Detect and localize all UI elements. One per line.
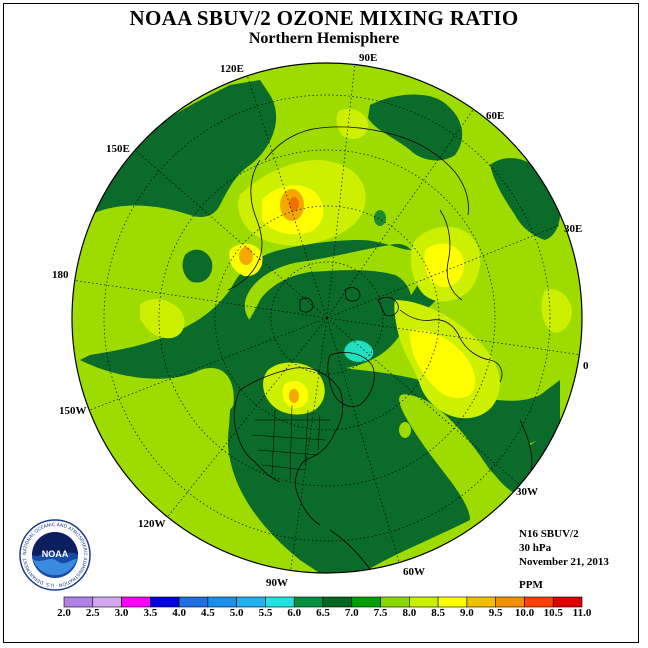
colorbar-tick-label: 9.0 <box>460 607 474 619</box>
colorbar-swatch <box>351 596 381 608</box>
colorbar-swatch <box>524 596 554 608</box>
colorbar-swatch <box>552 596 583 608</box>
lon-label-30e: 30E <box>564 223 583 235</box>
colorbar-tick-label: 4.0 <box>172 607 186 619</box>
noaa-logo: NATIONAL OCEANIC AND ATMOSPHERIC ADMINIS… <box>19 519 91 591</box>
lon-label-90w: 90W <box>266 577 288 589</box>
colorbar-tick-label: 10.5 <box>543 607 563 619</box>
colorbar-swatch <box>121 596 151 608</box>
colorbar-tick-label: 3.0 <box>114 607 129 619</box>
colorbar-tick-label: 8.0 <box>402 607 417 619</box>
colorbar-tick-label: 7.0 <box>344 607 359 619</box>
map-subtitle: Northern Hemisphere <box>248 30 400 47</box>
colorbar-swatch <box>63 596 94 608</box>
ozone-min-region <box>344 340 374 362</box>
map-title: NOAA SBUV/2 OZONE MIXING RATIO <box>129 6 519 30</box>
colorbar-tick-label: 3.5 <box>143 607 158 619</box>
ozone-peak-region <box>289 197 299 211</box>
colorbar-tick-label: 5.0 <box>229 607 244 619</box>
units-label: PPM <box>519 579 543 591</box>
colorbar-swatch <box>495 596 525 608</box>
colorbar-swatch <box>293 596 324 608</box>
colorbar-swatch <box>380 596 410 608</box>
figure-frame <box>3 3 639 643</box>
ozone-low-patch <box>374 210 386 226</box>
lon-label-0: 0 <box>583 360 589 372</box>
colorbar-tick-label: 9.5 <box>488 607 503 619</box>
graticule-parallels <box>103 94 551 542</box>
colorbar-swatch <box>92 596 122 608</box>
logo-text: NOAA <box>42 549 69 559</box>
colorbar-swatch <box>236 596 266 608</box>
lon-label-90e: 90E <box>359 52 378 64</box>
lon-label-60w: 60W <box>403 566 425 578</box>
colorbar-tick-label: 6.0 <box>287 607 302 619</box>
colorbar <box>63 596 583 608</box>
instrument-label: N16 SBUV/2 <box>519 528 579 540</box>
colorbar-tick-label: 10.0 <box>514 607 535 619</box>
colorbar-swatch <box>322 596 353 608</box>
colorbar-tick-label: 4.5 <box>201 607 215 619</box>
lon-label-120e: 120E <box>220 63 244 75</box>
colorbar-swatch <box>437 596 468 608</box>
coastlines <box>227 126 533 573</box>
lon-label-180: 180 <box>52 269 69 281</box>
date-label: November 21, 2013 <box>519 556 609 568</box>
lon-label-120w: 120W <box>138 518 166 530</box>
lon-label-30w: 30W <box>516 486 538 498</box>
state-boundaries <box>251 404 330 481</box>
graticule-meridians <box>72 63 582 573</box>
ozone-high-region-americas <box>228 380 347 510</box>
pressure-level-label: 30 hPa <box>519 542 552 554</box>
colorbar-swatch <box>178 596 209 608</box>
lon-label-150e: 150E <box>106 143 130 155</box>
colorbar-swatch <box>207 596 237 608</box>
map-boundary <box>71 62 583 574</box>
lon-label-60e: 60E <box>486 110 505 122</box>
colorbar-tick-label: 2.5 <box>85 607 100 619</box>
colorbar-tick-label: 8.5 <box>431 607 445 619</box>
colorbar-swatch <box>409 596 439 608</box>
colorbar-swatch <box>265 596 295 608</box>
colorbar-tick-label: 2.0 <box>57 607 71 619</box>
colorbar-swatch <box>466 596 496 608</box>
colorbar-tick-label: 5.5 <box>258 607 273 619</box>
colorbar-tick-label: 6.5 <box>316 607 330 619</box>
colorbar-tick-label: 11.0 <box>572 607 592 619</box>
ozone-patch-atlantic <box>399 422 411 438</box>
colorbar-tick-label: 7.5 <box>373 607 388 619</box>
lon-label-150w: 150W <box>59 405 87 417</box>
colorbar-swatch <box>150 596 180 608</box>
